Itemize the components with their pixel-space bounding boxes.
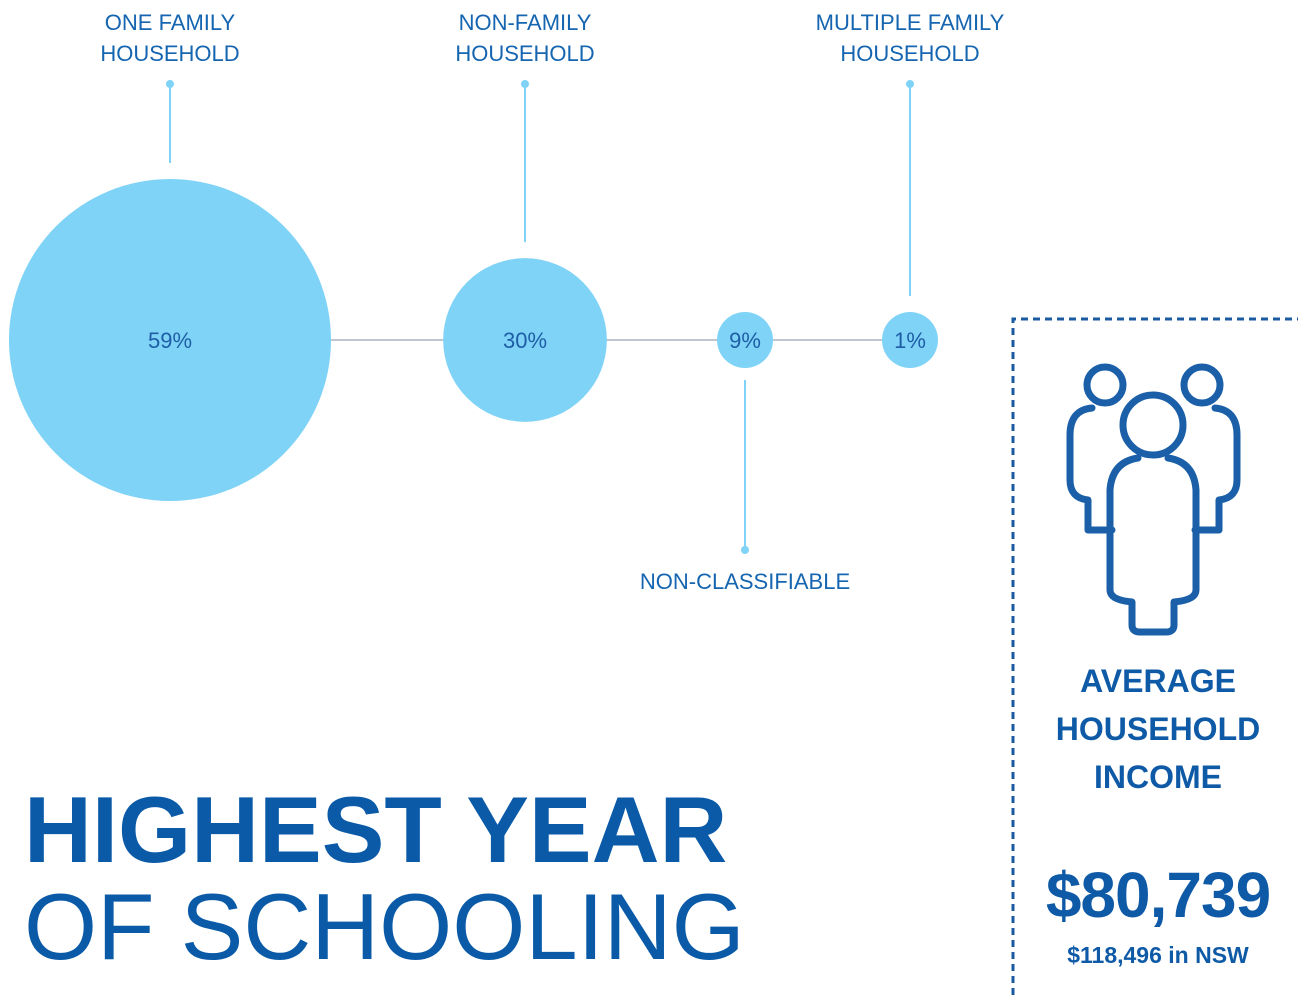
category-label: NON-CLASSIFIABLE: [639, 569, 851, 594]
value-label: 9%: [729, 328, 761, 353]
panel-title-line: INCOME: [1094, 759, 1222, 795]
bubble: [9, 179, 331, 501]
income-comparison: $118,496 in NSW: [1067, 942, 1249, 968]
leader-dot: [906, 80, 914, 88]
leader-dot: [521, 80, 529, 88]
panel-title-line: AVERAGE: [1080, 663, 1236, 699]
panel-title-line: HOUSEHOLD: [1055, 711, 1261, 747]
category-label: NON-FAMILY HOUSEHOLD: [455, 10, 595, 66]
value-label: 1%: [894, 328, 926, 353]
bubble: [443, 258, 607, 422]
bubble: [717, 312, 773, 368]
value-label: 30%: [503, 328, 547, 353]
income-value: $80,739: [1045, 859, 1271, 931]
bubble: [882, 312, 938, 368]
panel-border: [1011, 317, 1298, 995]
heading-line: HIGHEST YEAR: [24, 777, 728, 882]
value-label: 59%: [148, 328, 192, 353]
heading-line: OF SCHOOLING: [24, 874, 745, 979]
category-label: ONE FAMILY HOUSEHOLD: [100, 10, 240, 66]
people-icon: [1066, 363, 1241, 636]
leader-dot: [166, 80, 174, 88]
category-label: MULTIPLE FAMILY HOUSEHOLD: [815, 10, 1005, 66]
leader-dot: [741, 546, 749, 554]
